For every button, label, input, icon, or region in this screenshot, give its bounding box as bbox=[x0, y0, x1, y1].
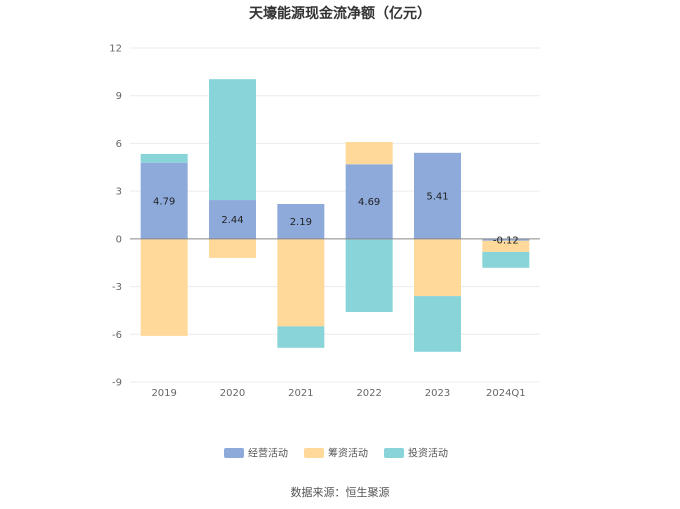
data-label-2019: 4.79 bbox=[153, 196, 175, 207]
x-tick-label: 2022 bbox=[356, 388, 381, 399]
x-tick-label: 2021 bbox=[288, 388, 313, 399]
bar-1-2020 bbox=[209, 238, 256, 258]
bar-2-2019 bbox=[140, 153, 188, 163]
chart-title: 天壕能源现金流净额（亿元） bbox=[249, 5, 431, 22]
data-label-2023: 5.41 bbox=[426, 191, 448, 202]
x-axis-ticks: 2019 2020 2021 2022 2023 2024Q1 bbox=[151, 388, 525, 399]
x-tick-label: 2024Q1 bbox=[486, 388, 526, 399]
bar-0-2023 bbox=[414, 152, 461, 239]
data-labels: 4.79 2.44 2.19 4.69 5.41 -0.12 bbox=[153, 191, 519, 246]
bar-1-2019 bbox=[140, 238, 188, 336]
y-tick-label: 6 bbox=[116, 139, 122, 150]
data-label-2022: 4.69 bbox=[358, 197, 380, 208]
bar-0-2020 bbox=[209, 200, 256, 239]
legend-label-0: 经营活动 bbox=[248, 447, 288, 460]
y-tick-label: -9 bbox=[112, 378, 122, 389]
bar-2-2020 bbox=[209, 79, 256, 201]
y-tick-label: 12 bbox=[109, 44, 122, 55]
grid-lines bbox=[130, 47, 540, 383]
legend-swatch-2 bbox=[384, 448, 404, 458]
bar-2-2022 bbox=[345, 238, 393, 313]
y-tick-label: -3 bbox=[112, 282, 122, 293]
x-tick-label: 2019 bbox=[151, 388, 176, 399]
legend-swatch-1 bbox=[304, 448, 324, 458]
legend-label-2: 投资活动 bbox=[408, 447, 448, 460]
bar-1-2022 bbox=[345, 141, 393, 165]
bar-1-2023 bbox=[414, 238, 461, 297]
y-tick-label: 9 bbox=[116, 91, 122, 102]
y-axis-ticks: -9 -6 -3 0 3 6 9 12 bbox=[109, 44, 122, 389]
bar-0-2022 bbox=[345, 164, 393, 239]
legend-label-1: 筹资活动 bbox=[328, 447, 368, 460]
bar-1-2024Q1 bbox=[482, 240, 530, 252]
bar-0-2024Q1 bbox=[482, 238, 530, 241]
legend: 经营活动 筹资活动 投资活动 bbox=[224, 447, 448, 460]
bar-1-2021 bbox=[277, 238, 325, 327]
bar-0-2019 bbox=[140, 162, 188, 239]
bar-2-2024Q1 bbox=[482, 251, 530, 268]
legend-swatch-0 bbox=[224, 448, 244, 458]
y-tick-label: 0 bbox=[116, 234, 122, 245]
bar-0-2021 bbox=[277, 204, 325, 239]
data-source: 数据来源：恒生聚源 bbox=[291, 485, 390, 499]
data-label-2021: 2.19 bbox=[290, 217, 312, 228]
data-label-2020: 2.44 bbox=[221, 215, 243, 226]
x-tick-label: 2020 bbox=[220, 388, 245, 399]
bars bbox=[140, 79, 530, 352]
bar-2-2021 bbox=[277, 326, 325, 348]
x-tick-label: 2023 bbox=[425, 388, 450, 399]
y-tick-label: 3 bbox=[116, 187, 122, 198]
data-label-2024Q1: -0.12 bbox=[493, 235, 519, 246]
y-tick-label: -6 bbox=[112, 330, 122, 341]
bar-2-2023 bbox=[414, 296, 461, 352]
